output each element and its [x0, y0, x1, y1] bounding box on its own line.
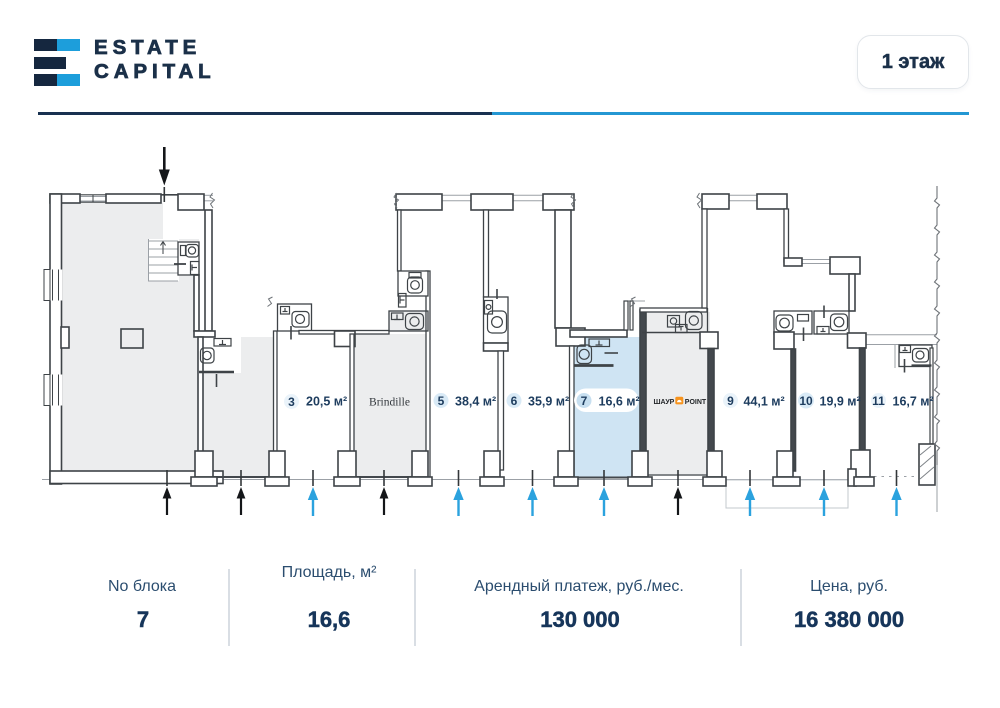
svg-text:Brindille: Brindille [369, 397, 410, 409]
svg-text:11: 11 [872, 394, 885, 408]
svg-text:7: 7 [581, 394, 588, 408]
svg-text:16,7 м²: 16,7 м² [893, 395, 934, 409]
svg-text:POINT: POINT [685, 399, 707, 406]
svg-text:16,6 м²: 16,6 м² [599, 395, 640, 409]
svg-text:ШАУР: ШАУР [654, 399, 675, 406]
svg-text:19,9 м²: 19,9 м² [820, 395, 861, 409]
svg-text:6: 6 [511, 394, 518, 408]
svg-text:10: 10 [799, 394, 813, 408]
svg-text:9: 9 [727, 394, 734, 408]
svg-text:5: 5 [438, 394, 445, 408]
svg-text:38,4 м²: 38,4 м² [455, 395, 496, 409]
svg-text:44,1 м²: 44,1 м² [744, 395, 785, 409]
svg-text:35,9 м²: 35,9 м² [528, 395, 569, 409]
svg-text:3: 3 [288, 395, 295, 409]
svg-text:20,5 м²: 20,5 м² [306, 395, 347, 409]
